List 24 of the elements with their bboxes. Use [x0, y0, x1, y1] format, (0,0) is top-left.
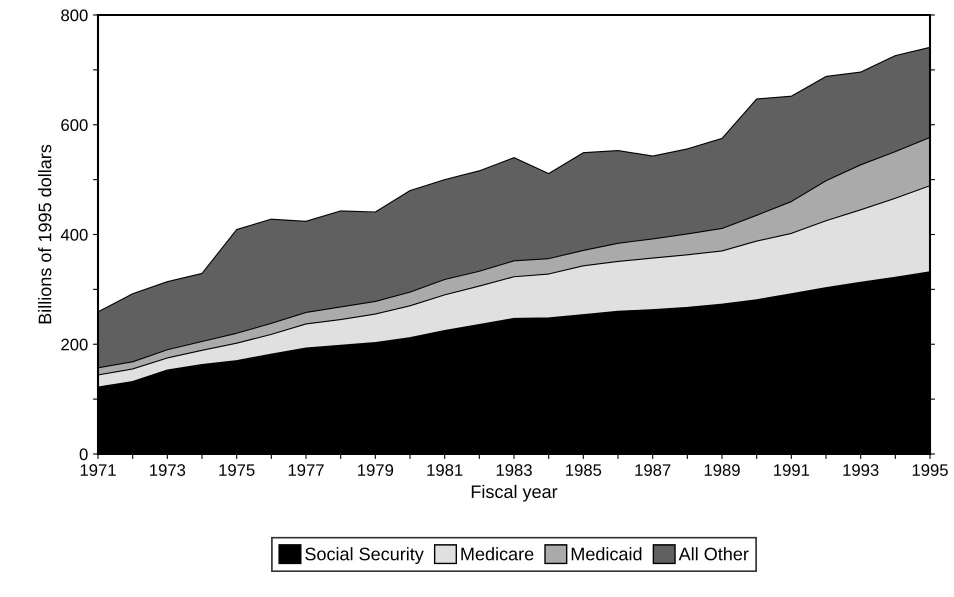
x-tick-label: 1979 — [358, 464, 394, 476]
legend-label: Medicaid — [572, 547, 642, 560]
legend-label: Medicare — [461, 547, 534, 560]
x-tick-label: 1973 — [150, 464, 186, 476]
x-axis-title: Fiscal year — [472, 484, 558, 502]
x-tick-label: 1977 — [288, 464, 324, 476]
x-tick-label: 1975 — [219, 464, 255, 476]
x-tick-label: 1971 — [80, 464, 116, 476]
x-tick-label: 1995 — [912, 464, 948, 476]
y-tick-label: 400 — [60, 228, 88, 241]
x-tick-label: 1981 — [427, 464, 462, 476]
legend-label: All Other — [678, 547, 749, 560]
y-axis-title: Billions of 1995 dollars — [38, 144, 52, 324]
x-tick-label: 1983 — [496, 464, 532, 476]
x-tick-label: 1985 — [566, 464, 602, 476]
y-tick-label: 200 — [61, 338, 88, 350]
y-tick-label: 800 — [61, 9, 88, 22]
y-tick-label: 600 — [61, 119, 88, 131]
x-tick-label: 1989 — [704, 464, 740, 476]
y-tick-label: 0 — [80, 448, 88, 460]
x-tick-label: 1991 — [774, 464, 810, 476]
legend-label: Social Security — [305, 547, 424, 564]
x-tick-label: 1993 — [843, 464, 878, 476]
x-tick-label: 1987 — [635, 464, 670, 476]
